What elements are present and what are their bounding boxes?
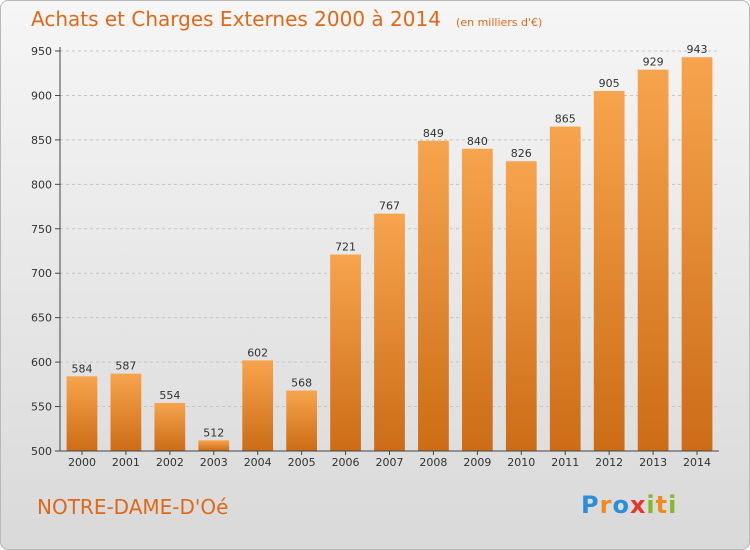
data-label: 929 <box>643 56 664 69</box>
bar-2010 <box>505 161 537 451</box>
bar-2001 <box>110 373 142 451</box>
x-tick-label: 2002 <box>156 456 184 469</box>
x-tick-label: 2005 <box>288 456 316 469</box>
y-tick-label: 600 <box>31 356 52 369</box>
chart-title: Achats et Charges Externes 2000 à 2014 <box>31 7 441 31</box>
x-tick-label: 2012 <box>595 456 623 469</box>
bar-2008 <box>418 140 449 451</box>
x-tick-label: 2006 <box>332 456 360 469</box>
x-tick-label: 2014 <box>683 456 711 469</box>
y-tick-label: 900 <box>31 89 52 102</box>
y-tick-label: 850 <box>31 134 52 147</box>
logo-letter: x <box>629 491 647 519</box>
bar-2004 <box>242 360 274 451</box>
x-tick-label: 2000 <box>68 456 96 469</box>
y-tick-label: 750 <box>31 223 52 236</box>
data-label: 865 <box>555 113 576 126</box>
logo-letter: r <box>599 491 613 519</box>
data-label: 602 <box>247 346 268 359</box>
bar-2006 <box>330 254 361 451</box>
logo-letter: t <box>655 491 669 519</box>
proxiti-logo: Proxiti <box>581 491 677 519</box>
bar-2009 <box>461 148 493 451</box>
x-tick-label: 2013 <box>639 456 667 469</box>
y-tick-label: 700 <box>31 267 52 280</box>
bar-2005 <box>286 390 318 451</box>
bar-2002 <box>154 403 186 451</box>
x-tick-label: 2008 <box>419 456 447 469</box>
bar-2003 <box>198 440 230 451</box>
data-label: 840 <box>467 135 488 148</box>
chart-subtitle: (en milliers d'€) <box>456 16 543 29</box>
bar-2013 <box>637 69 669 452</box>
x-tick-label: 2001 <box>112 456 140 469</box>
data-label: 721 <box>335 241 356 254</box>
y-tick-label: 950 <box>31 45 52 58</box>
x-tick-label: 2011 <box>551 456 579 469</box>
data-label: 826 <box>511 147 532 160</box>
logo-letter: P <box>581 491 600 519</box>
data-label: 568 <box>291 377 312 390</box>
logo-letter: o <box>612 491 630 519</box>
data-label: 587 <box>115 360 136 373</box>
logo-letter: i <box>668 491 678 519</box>
bar-2007 <box>374 213 405 451</box>
data-label: 512 <box>203 426 224 439</box>
data-label: 767 <box>379 200 400 213</box>
chart-title-block: Achats et Charges Externes 2000 à 2014 (… <box>31 7 542 31</box>
x-tick-label: 2010 <box>507 456 535 469</box>
bar-2012 <box>593 91 625 451</box>
y-tick-label: 650 <box>31 312 52 325</box>
bar-2011 <box>549 126 581 452</box>
data-label: 905 <box>599 77 620 90</box>
data-label: 554 <box>159 389 180 402</box>
bar-2000 <box>66 376 98 451</box>
x-tick-label: 2004 <box>244 456 272 469</box>
x-tick-label: 2007 <box>376 456 404 469</box>
logo-letter: i <box>646 491 656 519</box>
x-tick-label: 2003 <box>200 456 228 469</box>
y-tick-label: 800 <box>31 178 52 191</box>
y-tick-label: 500 <box>31 445 52 458</box>
locality-name: NOTRE-DAME-D'Oé <box>37 495 229 519</box>
data-label: 849 <box>423 127 444 140</box>
data-label: 943 <box>687 43 708 56</box>
y-tick-label: 550 <box>31 401 52 414</box>
x-tick-label: 2009 <box>463 456 491 469</box>
data-label: 584 <box>71 362 92 375</box>
bar-2014 <box>681 57 713 451</box>
